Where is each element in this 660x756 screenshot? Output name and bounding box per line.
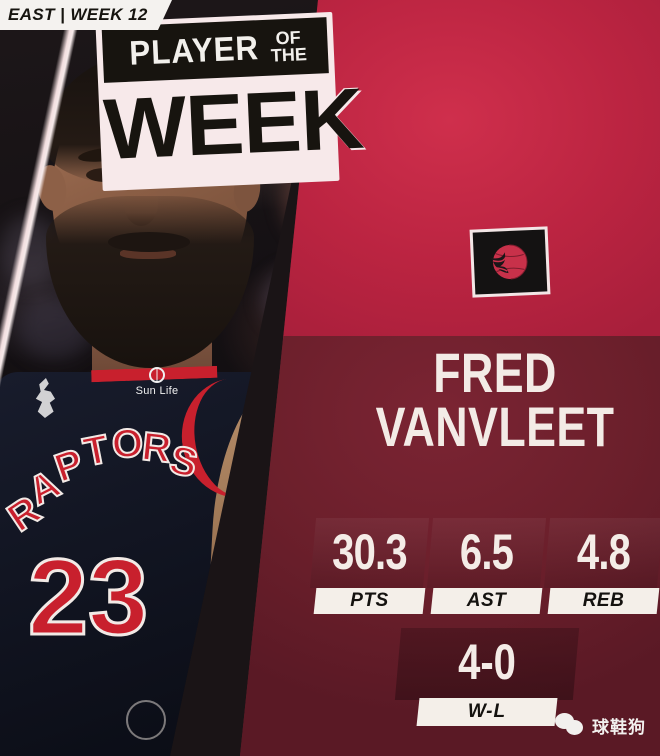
player-mustache	[108, 232, 190, 252]
player-of-the-week-lockup: PLAYER OF THE WEEK	[95, 11, 365, 192]
player-mouth	[120, 248, 176, 259]
stat-ast-value: 6.5	[459, 524, 514, 580]
jersey-wordmark: R A P T O R S	[0, 420, 203, 541]
stat-reb-label: REB	[582, 590, 625, 611]
team-logo-tile	[469, 226, 551, 298]
panel-lower-background	[240, 336, 660, 756]
wechat-bubble-small	[566, 720, 583, 735]
lockup-week-text: WEEK	[101, 70, 365, 178]
player-first-name: FRED	[433, 341, 557, 404]
wechat-icon	[555, 713, 585, 737]
stat-pts: 30.3 PTS	[309, 518, 430, 614]
raptors-logo-icon	[490, 244, 528, 280]
stat-pts-label-box: PTS	[313, 588, 426, 614]
stat-record-label: W-L	[467, 701, 507, 722]
player-name: FRED VANVLEET	[330, 341, 660, 459]
stat-pts-value: 30.3	[332, 524, 407, 580]
jersey-logo-badge	[126, 700, 166, 740]
stat-reb-value: 4.8	[576, 524, 631, 580]
conference-week-banner: EAST | WEEK 12	[0, 0, 172, 30]
stat-reb-label-box: REB	[547, 588, 660, 614]
player-last-name: VANVLEET	[375, 395, 615, 459]
jersey-number: 23	[26, 536, 149, 657]
jersey-sponsor-label: Sun Life	[135, 385, 179, 397]
stat-record-value: 4-0	[458, 634, 516, 690]
jersey-sponsor-patch: Sun Life	[120, 367, 194, 403]
lockup-the-text: THE	[270, 44, 308, 66]
stat-ast-label-box: AST	[430, 588, 543, 614]
watermark-text: 球鞋狗	[592, 717, 646, 737]
stat-record-label-box: W-L	[416, 698, 558, 726]
stat-record: 4-0 W-L	[394, 628, 580, 728]
stat-pts-label: PTS	[350, 590, 389, 611]
team-logo-tile-inner	[472, 229, 548, 295]
watermark: 球鞋狗	[555, 708, 646, 742]
lockup-of-the-text: OF THE	[270, 27, 308, 66]
stat-reb: 4.8 REB	[543, 518, 660, 614]
stats-row: 30.3 PTS 6.5 AST 4.8 REB	[309, 518, 660, 614]
stat-ast: 6.5 AST	[426, 518, 547, 614]
sunlife-globe-icon	[149, 367, 165, 383]
stat-ast-label: AST	[466, 590, 507, 611]
lockup-player-text: PLAYER	[128, 28, 260, 73]
conference-week-label: EAST | WEEK 12	[8, 5, 148, 24]
